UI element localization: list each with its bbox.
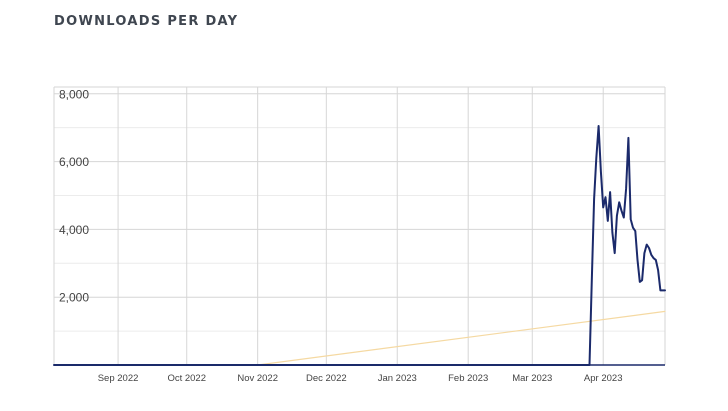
grid-lines: [54, 87, 665, 365]
x-tick-label: Apr 2023: [584, 373, 623, 384]
x-tick-label: Jan 2023: [378, 373, 417, 384]
x-tick-label: Feb 2023: [448, 373, 488, 384]
x-tick-label: Oct 2022: [167, 373, 206, 384]
downloads-series-line: [53, 125, 666, 366]
x-tick-label: Sep 2022: [98, 373, 139, 384]
y-tick-labels: 2,000 4,000 6,000 8,000: [59, 87, 89, 304]
series-lines: [53, 125, 666, 366]
y-tick-label: 8,000: [59, 87, 89, 101]
chart-title: DOWNLOADS PER DAY: [54, 14, 239, 29]
plot-area-border: [53, 86, 666, 365]
x-tick-label: Dec 2022: [306, 373, 347, 384]
x-tick-label: Nov 2022: [237, 373, 278, 384]
trend-series-line: [257, 310, 666, 366]
x-tick-labels: Sep 2022 Oct 2022 Nov 2022 Dec 2022 Jan 2023…: [98, 373, 623, 384]
x-tick-label: Mar 2023: [512, 373, 552, 384]
y-tick-label: 2,000: [59, 291, 89, 305]
y-tick-label: 6,000: [59, 155, 89, 169]
y-tick-label: 4,000: [59, 223, 89, 237]
